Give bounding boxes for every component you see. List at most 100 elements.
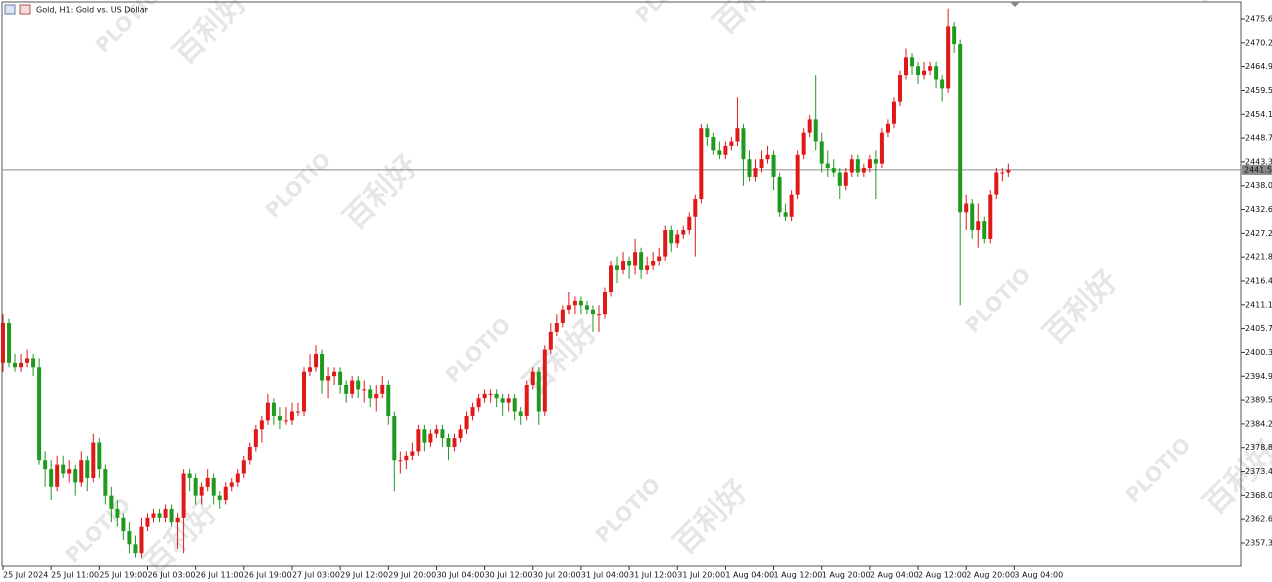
candle-body xyxy=(37,367,42,461)
candle-body xyxy=(338,371,343,385)
y-tick-label: 2378.83 xyxy=(1245,443,1272,452)
candle-body xyxy=(103,469,108,496)
y-tick-label: 2421.87 xyxy=(1245,253,1272,262)
candle-body xyxy=(440,429,445,439)
candle-body xyxy=(386,384,391,416)
candle-body xyxy=(488,393,493,395)
y-tick-label: 2443.39 xyxy=(1245,157,1272,166)
chart-title: Gold, H1: Gold vs. US Dollar xyxy=(36,6,149,15)
candle-body xyxy=(398,460,403,462)
candle-body xyxy=(494,393,499,399)
y-tick-label: 2470.29 xyxy=(1245,38,1272,47)
candle-body xyxy=(308,367,313,372)
y-tick-label: 2475.67 xyxy=(1245,14,1272,23)
y-tick-label: 2459.53 xyxy=(1245,86,1272,95)
candle-body xyxy=(368,389,373,399)
candle-body xyxy=(910,57,915,67)
candle-body xyxy=(885,123,890,133)
y-tick-label: 2373.45 xyxy=(1245,467,1272,476)
candle-body xyxy=(627,261,632,266)
candle-body xyxy=(952,26,957,45)
y-tick-label: 2362.69 xyxy=(1245,515,1272,524)
candle-body xyxy=(458,429,463,439)
candle-body xyxy=(530,371,535,385)
candle-body xyxy=(79,460,84,483)
candle-body xyxy=(584,305,589,310)
candle-body xyxy=(970,203,975,231)
candle-body xyxy=(572,300,577,306)
y-tick-label: 2357.31 xyxy=(1245,538,1272,547)
candle-body xyxy=(765,154,770,160)
candle-body xyxy=(705,128,710,138)
candle-body xyxy=(741,128,746,160)
candle-body xyxy=(326,376,331,381)
candle-body xyxy=(61,464,66,474)
candle-body xyxy=(314,353,319,368)
candle-body xyxy=(380,384,385,394)
candle-body xyxy=(157,513,162,518)
candle-body xyxy=(169,508,174,523)
candle-body xyxy=(681,230,686,235)
x-tick-label: 26 Jul 19:00 xyxy=(244,571,292,580)
y-tick-label: 2438.01 xyxy=(1245,181,1272,190)
candle-body xyxy=(19,362,24,368)
icon xyxy=(4,4,16,15)
candle-body xyxy=(31,358,36,368)
candle-body xyxy=(837,172,842,186)
candle-body xyxy=(229,482,234,487)
icon xyxy=(19,4,31,15)
candle-body xyxy=(747,159,752,177)
candle-body xyxy=(536,371,541,412)
candle-body xyxy=(560,309,565,324)
candle-body xyxy=(163,508,168,518)
candle-body xyxy=(807,119,812,133)
candle-body xyxy=(904,57,908,76)
x-tick-label: 31 Jul 04:00 xyxy=(581,571,629,580)
x-tick-label: 25 Jul 11:00 xyxy=(51,571,99,580)
candle-body xyxy=(332,371,337,377)
candle-body xyxy=(43,460,48,470)
candle-body xyxy=(867,159,872,169)
y-tick-label: 2416.49 xyxy=(1245,276,1272,285)
candle-body xyxy=(85,460,90,478)
candle-body xyxy=(976,221,981,231)
y-tick-label: 2368.07 xyxy=(1245,491,1272,500)
candle-body xyxy=(1000,172,1005,174)
candle-body xyxy=(476,398,481,408)
candle-body xyxy=(518,411,523,416)
candle-body xyxy=(151,513,156,518)
candle-body xyxy=(55,464,60,487)
candle-body xyxy=(982,221,987,239)
candle-body xyxy=(422,429,427,443)
candle-body xyxy=(302,371,306,412)
candle-body xyxy=(482,393,487,399)
shift-marker xyxy=(1010,2,1020,7)
x-tick-label: 2 Aug 20:00 xyxy=(966,571,1015,580)
candle-body xyxy=(609,265,614,293)
candle-body xyxy=(350,380,355,394)
candle-body xyxy=(542,349,547,412)
x-tick-label: 1 Aug 20:00 xyxy=(822,571,871,580)
y-tick-label: 2400.35 xyxy=(1245,348,1272,357)
candle-body xyxy=(97,442,102,470)
candle-body xyxy=(723,145,728,155)
candle-body xyxy=(964,203,969,213)
candle-body xyxy=(283,420,288,422)
candle-body xyxy=(603,292,607,315)
candle-body xyxy=(404,455,409,461)
candle-body xyxy=(548,331,553,350)
candle-body xyxy=(121,517,126,532)
candle-body xyxy=(181,473,186,518)
candle-body xyxy=(922,70,927,76)
x-tick-label: 25 Jul 2024 xyxy=(3,571,48,580)
candle-body xyxy=(621,261,626,270)
candle-body xyxy=(753,168,758,177)
candle-body xyxy=(819,141,824,164)
last-price-box xyxy=(1242,164,1272,175)
candle-body xyxy=(392,415,397,461)
candle-body xyxy=(1,323,5,363)
candle-body xyxy=(861,168,866,173)
candle-body xyxy=(795,154,800,195)
candle-body xyxy=(687,216,692,231)
candle-body xyxy=(789,194,794,217)
